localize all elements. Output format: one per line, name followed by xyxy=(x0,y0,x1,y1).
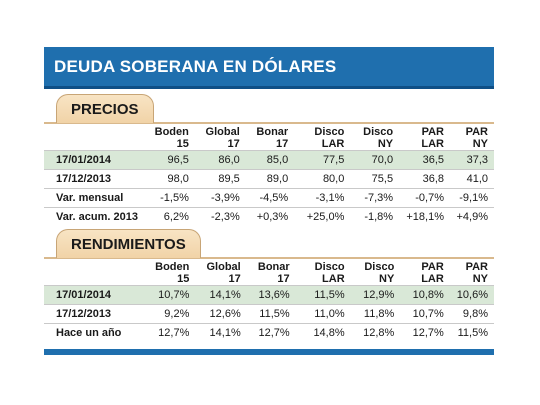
column-header: Disco NY xyxy=(364,261,395,285)
row-label: 17/12/2013 xyxy=(44,304,144,324)
table-cell: 36,8 xyxy=(399,169,450,189)
table-cell: 12,7% xyxy=(400,323,450,342)
table-cell: 11,5% xyxy=(246,304,296,324)
table-cell: 14,1% xyxy=(195,285,247,305)
table-cell: +4,9% xyxy=(450,207,494,226)
panel-header: DEUDA SOBERANA EN DÓLARES xyxy=(44,47,494,89)
column-header: Disco LAR xyxy=(314,126,345,150)
table-cell: 70,0 xyxy=(350,150,400,170)
table-cell: -0,7% xyxy=(399,188,450,208)
table-cell: 12,8% xyxy=(350,323,401,342)
precios-tab: PRECIOS xyxy=(56,94,154,123)
column-header: PAR NY xyxy=(465,261,488,285)
table-cell: 12,9% xyxy=(350,285,401,305)
table-cell: -1,5% xyxy=(144,188,195,208)
table-cell: +18,1% xyxy=(399,207,450,226)
table-row: Var. mensual -1,5% -3,9% -4,5% -3,1% -7,3% -0,… xyxy=(44,188,494,208)
table-cell: 11,8% xyxy=(350,304,401,324)
panel-title: DEUDA SOBERANA EN DÓLARES xyxy=(54,57,337,76)
table-row: Hace un año 12,7% 14,1% 12,7% 14,8% 12,8% 12,7… xyxy=(44,323,494,342)
row-label: 17/01/2014 xyxy=(44,150,144,170)
table-row: 17/12/2013 9,2% 12,6% 11,5% 11,0% 11,8% 10,7% 9… xyxy=(44,304,494,324)
table-row: 17/01/2014 10,7% 14,1% 13,6% 11,5% 12,9% 10,8%… xyxy=(44,285,494,305)
table-row: 17/12/2013 98,0 89,5 89,0 80,0 75,5 36,8 41,0 xyxy=(44,169,494,189)
table-cell: +25,0% xyxy=(294,207,351,226)
table-cell: -9,1% xyxy=(450,188,494,208)
table-cell: 13,6% xyxy=(246,285,296,305)
column-header: Disco LAR xyxy=(314,261,345,285)
rendimientos-table: Boden 15 Global 17 Bonar 17 Disco LAR Disco … xyxy=(44,261,494,342)
table-cell: 96,5 xyxy=(144,150,195,170)
column-header: PAR LAR xyxy=(421,261,444,285)
column-header: PAR LAR xyxy=(421,126,444,150)
table-row: 17/01/2014 96,5 86,0 85,0 77,5 70,0 36,5 37,3 xyxy=(44,150,494,170)
footer-bar xyxy=(44,349,494,355)
table-cell: 9,8% xyxy=(449,304,494,324)
table-cell: -1,8% xyxy=(350,207,400,226)
table-cell: 11,5% xyxy=(295,285,351,305)
column-header: PAR NY xyxy=(465,126,488,150)
precios-table: Boden 15 Global 17 Bonar 17 Disco LAR Disco … xyxy=(44,126,494,226)
bond-panel: DEUDA SOBERANA EN DÓLARES PRECIOS Boden … xyxy=(44,47,494,355)
column-header xyxy=(44,261,144,286)
table-cell: 14,1% xyxy=(195,323,247,342)
table-cell: 10,8% xyxy=(400,285,450,305)
table-cell: 77,5 xyxy=(294,150,351,170)
row-label: 17/01/2014 xyxy=(44,285,144,305)
table-cell: 41,0 xyxy=(450,169,494,189)
table-cell: -4,5% xyxy=(245,188,295,208)
table-cell: -7,3% xyxy=(350,188,400,208)
table-cell: -3,1% xyxy=(294,188,351,208)
table-row: Var. acum. 2013 6,2% -2,3% +0,3% +25,0% -1,8%… xyxy=(44,207,494,226)
table-cell: -2,3% xyxy=(194,207,246,226)
table-cell: 12,7% xyxy=(144,323,196,342)
column-header xyxy=(44,126,144,151)
table-cell: 9,2% xyxy=(144,304,196,324)
column-header: Global 17 xyxy=(205,126,240,150)
column-header: Boden 15 xyxy=(154,126,189,150)
precios-header-row: Boden 15 Global 17 Bonar 17 Disco LAR Disco … xyxy=(44,126,494,151)
table-cell: 12,6% xyxy=(195,304,247,324)
column-header: Boden 15 xyxy=(155,261,190,285)
precios-divider xyxy=(44,122,494,124)
table-cell: 98,0 xyxy=(144,169,195,189)
row-label: Var. mensual xyxy=(44,188,144,208)
table-cell: 37,3 xyxy=(450,150,494,170)
column-header: Global 17 xyxy=(206,261,241,285)
rendimientos-header-row: Boden 15 Global 17 Bonar 17 Disco LAR Disco … xyxy=(44,261,494,286)
table-cell: 10,7% xyxy=(400,304,450,324)
rendimientos-divider xyxy=(44,257,494,259)
column-header: Bonar 17 xyxy=(256,126,289,150)
table-cell: 36,5 xyxy=(399,150,450,170)
table-cell: -3,9% xyxy=(194,188,246,208)
row-label: Var. acum. 2013 xyxy=(44,207,144,226)
table-cell: 86,0 xyxy=(194,150,246,170)
table-cell: 14,8% xyxy=(295,323,351,342)
table-cell: 10,6% xyxy=(449,285,494,305)
table-cell: 11,5% xyxy=(449,323,494,342)
table-cell: 89,0 xyxy=(245,169,295,189)
table-cell: 11,0% xyxy=(295,304,351,324)
table-cell: 85,0 xyxy=(245,150,295,170)
rendimientos-tab: RENDIMIENTOS xyxy=(56,229,201,258)
column-header: Disco NY xyxy=(363,126,394,150)
column-header: Bonar 17 xyxy=(257,261,290,285)
table-cell: 10,7% xyxy=(144,285,196,305)
table-cell: 80,0 xyxy=(294,169,351,189)
row-label: 17/12/2013 xyxy=(44,169,144,189)
table-cell: 6,2% xyxy=(144,207,195,226)
table-cell: +0,3% xyxy=(245,207,295,226)
table-cell: 89,5 xyxy=(194,169,246,189)
row-label: Hace un año xyxy=(44,323,144,342)
table-cell: 12,7% xyxy=(246,323,296,342)
table-cell: 75,5 xyxy=(350,169,400,189)
